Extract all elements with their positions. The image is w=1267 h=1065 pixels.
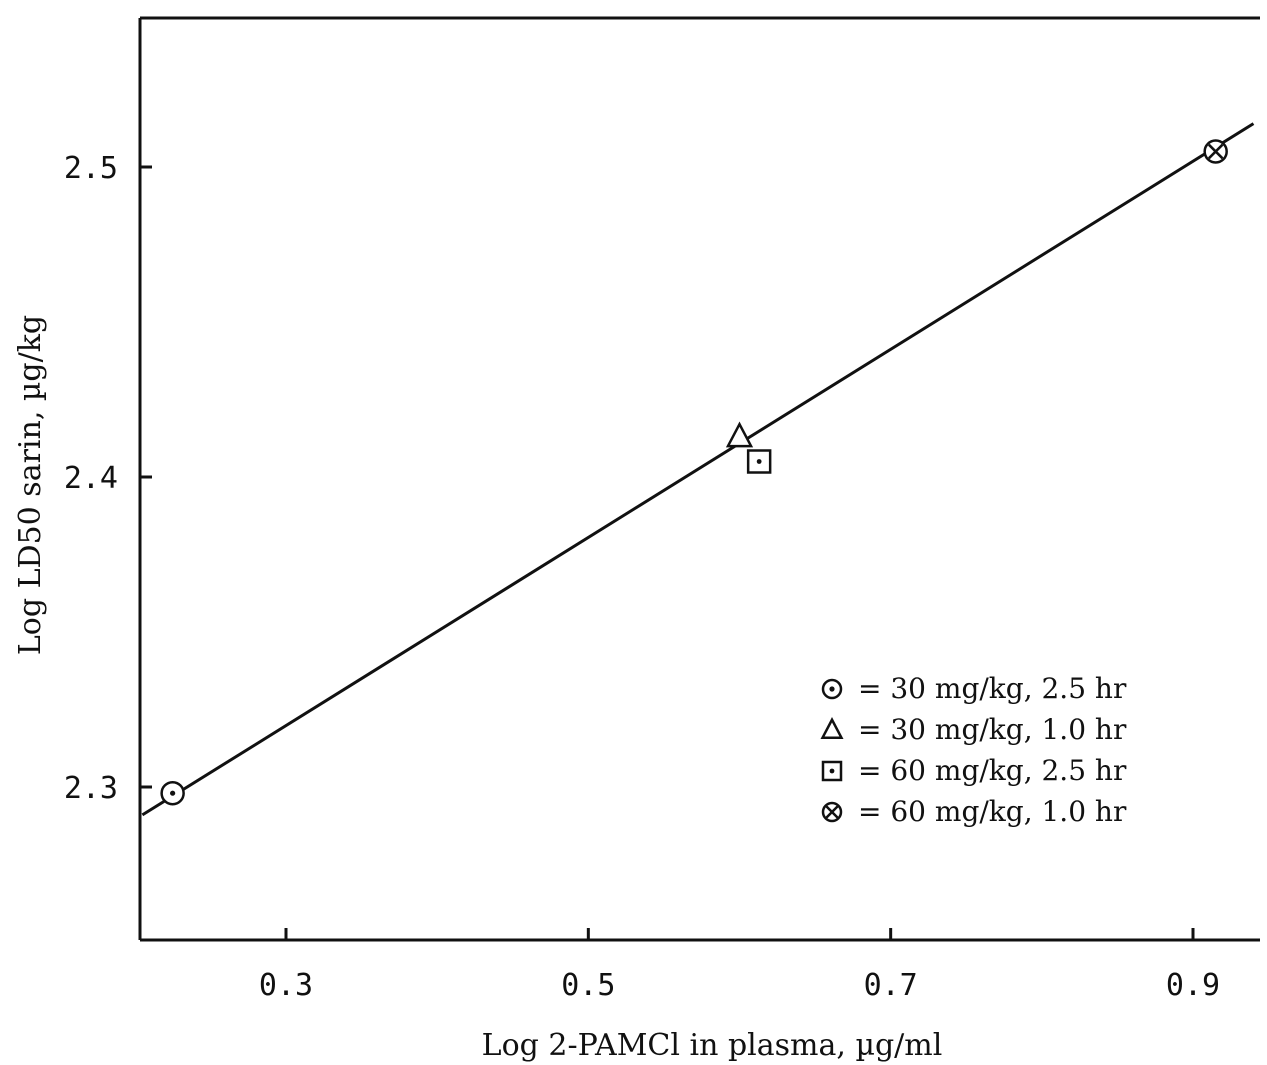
legend: = 30 mg/kg, 2.5 hr = 30 mg/kg, 1.0 hr = 60… bbox=[820, 672, 1127, 828]
marker-cross bbox=[825, 805, 839, 819]
data-point bbox=[160, 780, 185, 806]
legend-label: = 60 mg/kg, 2.5 hr bbox=[858, 754, 1127, 787]
x-axis-title: Log 2-PAMCl in plasma, µg/ml bbox=[482, 1028, 943, 1063]
fit-line bbox=[141, 122, 1255, 817]
legend-label: = 60 mg/kg, 1.0 hr bbox=[858, 795, 1127, 828]
legend-label: = 30 mg/kg, 1.0 hr bbox=[858, 713, 1127, 746]
y-tick-label: 2.5 bbox=[64, 151, 118, 186]
data-point bbox=[746, 449, 772, 474]
legend-label: = 30 mg/kg, 2.5 hr bbox=[858, 672, 1127, 705]
legend-item: = 60 mg/kg, 1.0 hr bbox=[821, 795, 1127, 828]
marker-center-dot bbox=[829, 768, 835, 774]
triangle-marker bbox=[820, 717, 844, 739]
data-points bbox=[160, 139, 1228, 806]
axis-ticks: 0.3 0.5 0.7 0.9 2.3 2.4 2.5 bbox=[64, 151, 1220, 1003]
y-tick-label: 2.3 bbox=[64, 771, 118, 806]
legend-item: = 30 mg/kg, 2.5 hr bbox=[821, 672, 1127, 705]
y-tick-label: 2.4 bbox=[64, 461, 118, 496]
triangle-marker bbox=[725, 421, 754, 448]
marker-cross bbox=[1207, 143, 1224, 160]
data-point bbox=[725, 421, 754, 448]
data-point bbox=[1203, 139, 1228, 164]
legend-item: = 30 mg/kg, 1.0 hr bbox=[820, 713, 1127, 746]
x-tick-label: 0.3 bbox=[259, 968, 313, 1003]
marker-center-dot bbox=[170, 790, 176, 796]
fit-line-group bbox=[141, 122, 1255, 817]
x-tick-label: 0.9 bbox=[1166, 968, 1220, 1003]
marker-center-dot bbox=[756, 459, 762, 464]
x-tick-label: 0.7 bbox=[864, 968, 918, 1003]
legend-item: = 60 mg/kg, 2.5 hr bbox=[821, 754, 1127, 787]
y-axis-title: Log LD50 sarin, µg/kg bbox=[13, 315, 48, 655]
marker-center-dot bbox=[829, 686, 835, 692]
x-tick-label: 0.5 bbox=[561, 968, 615, 1003]
